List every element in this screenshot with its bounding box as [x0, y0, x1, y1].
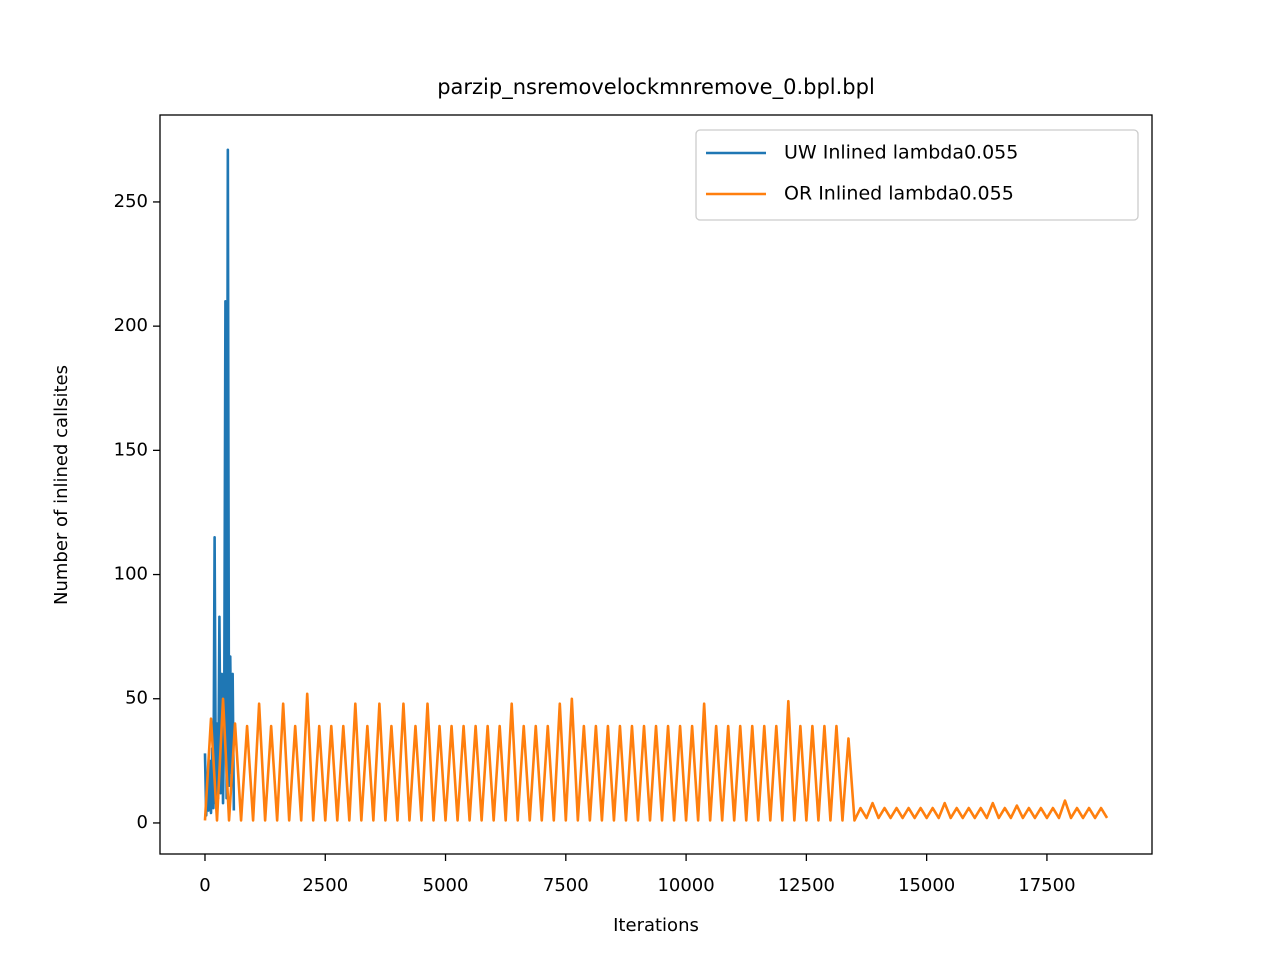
legend: UW Inlined lambda0.055 OR Inlined lambda0… [695, 129, 1139, 221]
y-tick-label: 250 [114, 191, 148, 212]
legend-label: OR Inlined lambda0.055 [784, 183, 1014, 205]
y-tick-label: 200 [114, 315, 148, 336]
y-tick-label: 100 [114, 564, 148, 585]
x-tick-label: 12500 [778, 875, 835, 896]
legend-box [695, 129, 1139, 221]
chart-title: parzip_nsremovelockmnremove_0.bpl.bpl [437, 75, 875, 100]
data-line [203, 692, 1109, 822]
y-axis-label: Number of inlined callsites [51, 365, 72, 605]
x-tick-label: 7500 [543, 875, 589, 896]
y-tick-label: 50 [125, 688, 148, 709]
legend-label: UW Inlined lambda0.055 [784, 142, 1018, 164]
x-tick-label: 5000 [423, 875, 469, 896]
x-tick-label: 2500 [302, 875, 348, 896]
x-tick-label: 17500 [1018, 875, 1075, 896]
x-tick-label: 10000 [657, 875, 714, 896]
x-axis-label: Iterations [613, 915, 699, 936]
plot-frame [159, 114, 1153, 855]
x-tick-label: 15000 [898, 875, 955, 896]
y-tick-label: 150 [114, 439, 148, 460]
x-tick-label: 0 [199, 875, 210, 896]
y-tick-label: 0 [137, 812, 148, 833]
